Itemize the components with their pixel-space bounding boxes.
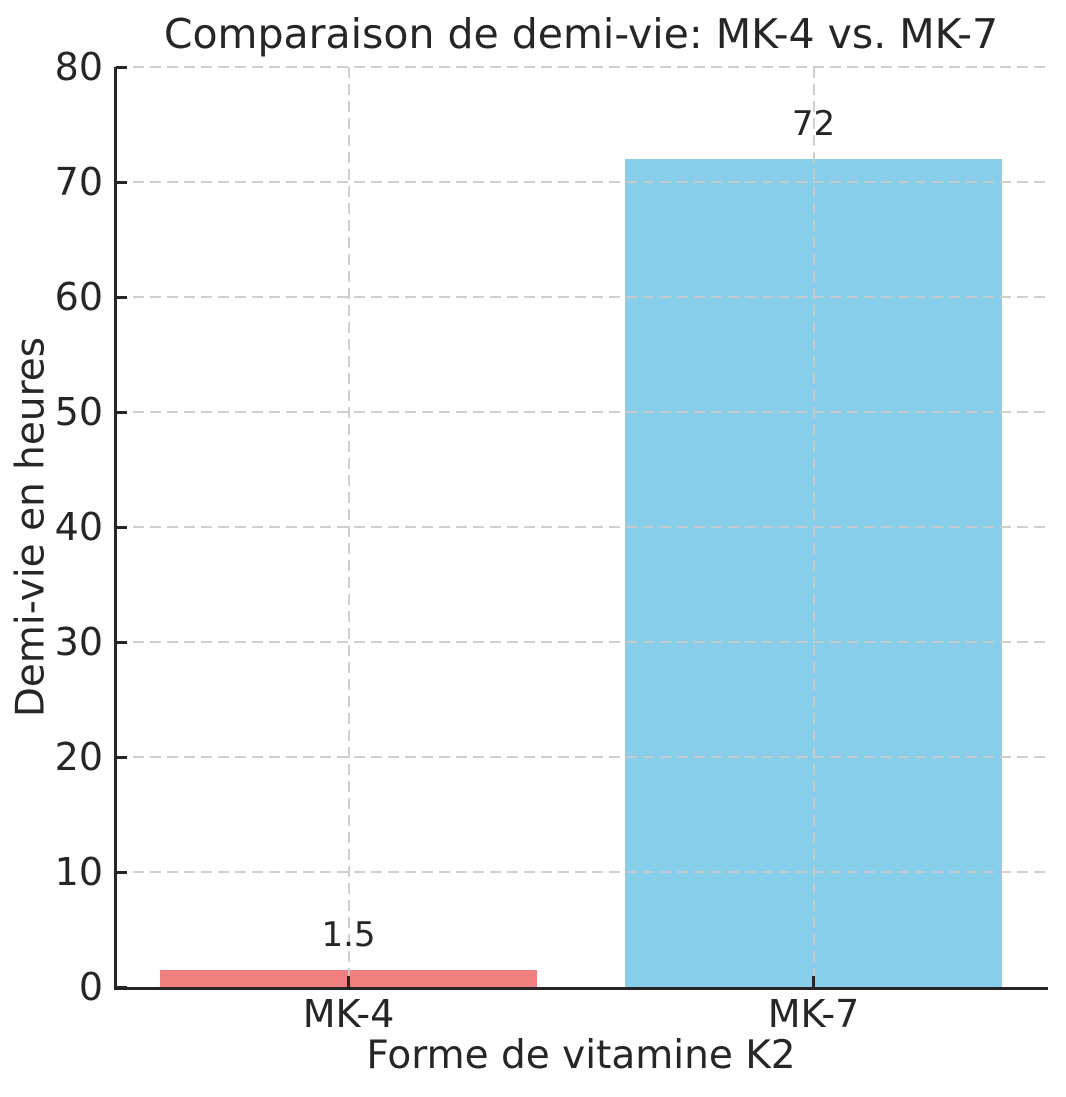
y-tick-label-0: 0 (78, 965, 103, 1009)
y-tick-label-70: 70 (54, 160, 103, 204)
x-tick-label-mk-4: MK-4 (302, 992, 395, 1036)
x-tick-mark-mk-4 (347, 976, 350, 987)
h-gridline-20 (116, 756, 1046, 758)
h-gridline-10 (116, 871, 1046, 873)
chart-title: Comparaison de demi-vie: MK-4 vs. MK-7 (163, 10, 999, 58)
value-label-mk-7: 72 (791, 104, 836, 144)
v-gridline-mk-7 (812, 67, 815, 987)
left-spine (114, 67, 117, 990)
v-gridline-mk-4 (347, 67, 350, 987)
y-tick-mark-20 (116, 755, 127, 759)
y-tick-label-80: 80 (54, 45, 103, 89)
y-tick-mark-0 (116, 985, 127, 989)
x-tick-label-mk-7: MK-7 (767, 992, 860, 1036)
h-gridline-60 (116, 296, 1046, 298)
bottom-spine (114, 987, 1048, 990)
y-tick-label-20: 20 (54, 735, 103, 779)
y-tick-label-10: 10 (54, 850, 103, 894)
y-tick-label-60: 60 (54, 275, 103, 319)
y-tick-mark-50 (116, 410, 127, 414)
y-tick-label-40: 40 (54, 505, 103, 549)
y-tick-mark-80 (116, 65, 127, 69)
y-tick-mark-70 (116, 180, 127, 184)
y-tick-label-30: 30 (54, 620, 103, 664)
value-label-mk-4: 1.5 (321, 914, 376, 955)
y-tick-mark-30 (116, 640, 127, 644)
y-tick-label-50: 50 (54, 390, 103, 434)
h-gridline-40 (116, 526, 1046, 528)
y-tick-mark-40 (116, 525, 127, 529)
h-gridline-50 (116, 411, 1046, 413)
y-tick-mark-60 (116, 295, 127, 299)
y-tick-mark-10 (116, 870, 127, 874)
x-tick-mark-mk-7 (812, 976, 815, 987)
h-gridline-30 (116, 641, 1046, 643)
h-gridline-80 (116, 66, 1046, 68)
plot-area: 1.5 72 (116, 65, 1046, 989)
x-axis-label: Forme de vitamine K2 (366, 1033, 796, 1078)
h-gridline-70 (116, 181, 1046, 183)
